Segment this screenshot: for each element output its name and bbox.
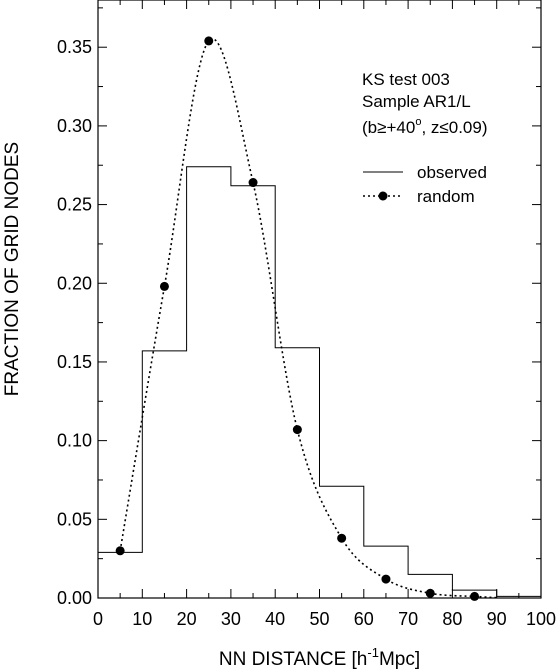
legend-random-label: random — [417, 187, 475, 206]
random-point — [159, 281, 169, 291]
legend: observed random — [363, 163, 487, 206]
random-point — [248, 178, 258, 188]
observed-step-line — [98, 166, 541, 597]
observed-histogram — [98, 166, 541, 597]
y-tick-label: 0.00 — [57, 588, 92, 608]
random-point — [292, 425, 302, 435]
y-axis-label: FRACTION OF GRID NODES — [2, 142, 23, 396]
x-tick-label: 10 — [132, 609, 152, 629]
y-tick-label: 0.35 — [57, 37, 92, 57]
x-tick-label: 60 — [354, 609, 374, 629]
random-point — [381, 574, 391, 584]
y-tick-label: 0.30 — [57, 116, 92, 136]
x-tick-label: 20 — [177, 609, 197, 629]
x-tick-label: 30 — [221, 609, 241, 629]
x-tick-label: 40 — [265, 609, 285, 629]
x-tick-label: 90 — [487, 609, 507, 629]
annotation-line3: (b≥+40o, z≤0.09) — [362, 116, 487, 137]
x-axis-label: NN DISTANCE [h-1Mpc] — [219, 645, 420, 670]
legend-observed-label: observed — [417, 163, 487, 182]
x-tick-label: 50 — [309, 609, 329, 629]
y-tick-label: 0.10 — [57, 431, 92, 451]
legend-random-marker — [378, 191, 388, 201]
y-tick-label: 0.25 — [57, 195, 92, 215]
annotation: KS test 003 Sample AR1/L (b≥+40o, z≤0.09… — [362, 70, 487, 137]
x-tick-label: 70 — [398, 609, 418, 629]
x-tick-label: 80 — [442, 609, 462, 629]
x-tick-label: 100 — [526, 609, 556, 629]
x-tick-label: 0 — [93, 609, 103, 629]
y-tick-label: 0.20 — [57, 273, 92, 293]
plot-frame — [97, 0, 542, 599]
random-point — [204, 36, 214, 46]
random-point — [115, 546, 125, 556]
annotation-line1: KS test 003 — [362, 70, 450, 89]
annotation-line2: Sample AR1/L — [362, 92, 471, 111]
random-point — [337, 533, 347, 543]
y-tick-label: 0.05 — [57, 509, 92, 529]
y-tick-label: 0.15 — [57, 352, 92, 372]
